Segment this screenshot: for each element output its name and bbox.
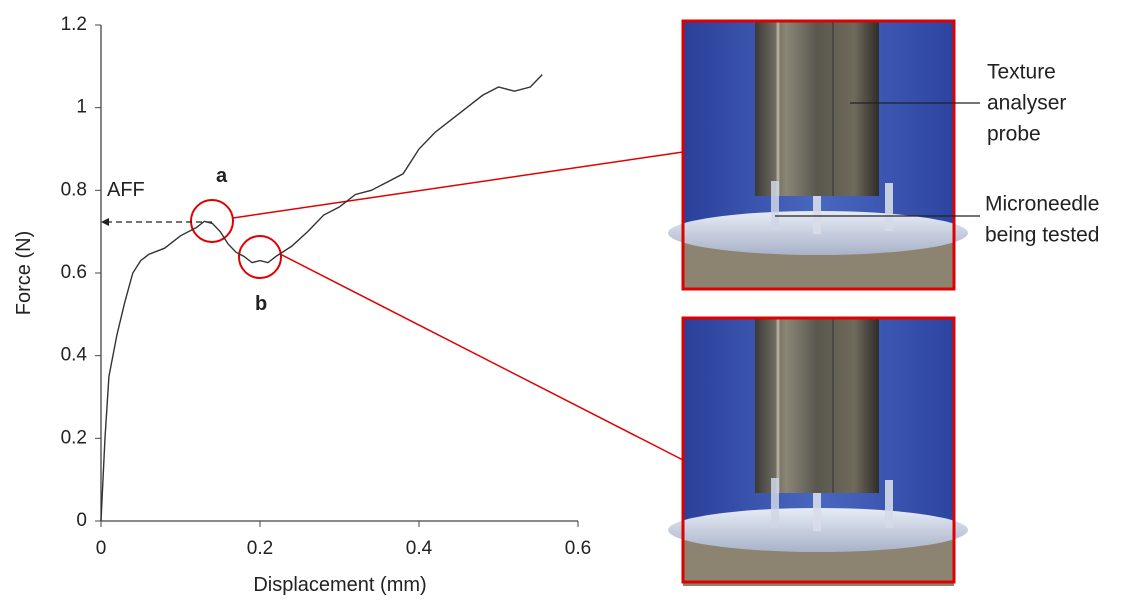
y-tick-label: 0	[76, 510, 87, 531]
callout-label: probe	[987, 123, 1041, 146]
annotation: b	[255, 293, 267, 315]
y-tick-label: 0.4	[61, 345, 88, 366]
callout-label: analyser	[987, 92, 1066, 115]
y-tick-label: 0.2	[61, 427, 87, 448]
annotation: a	[216, 165, 228, 187]
callout-label: Texture	[987, 61, 1056, 84]
connector	[233, 152, 683, 218]
photo-bottom	[668, 318, 968, 586]
y-tick-label: 1	[76, 97, 87, 118]
x-tick-label: 0.4	[406, 538, 433, 559]
photo-top	[668, 21, 968, 289]
y-tick-label: 0.8	[61, 179, 87, 200]
data-line	[101, 75, 542, 521]
y-tick-label: 0.6	[61, 262, 87, 283]
chart: AFF a b Displacement (mm) Force (N) 0 0.2…	[0, 0, 1142, 601]
annotation: AFF	[107, 179, 145, 201]
x-axis-title: Displacement (mm)	[253, 574, 426, 596]
x-tick-label: 0	[96, 538, 107, 559]
highlight-a	[191, 200, 233, 242]
y-axis-title: Force (N)	[13, 231, 35, 315]
x-tick-label: 0.6	[565, 538, 591, 559]
callout-label: being tested	[985, 224, 1099, 247]
y-tick-label: 1.2	[61, 14, 87, 35]
page: {"chart_data": {"type": "line", "x_label…	[0, 0, 1142, 601]
callout-label: Microneedle	[985, 193, 1099, 216]
x-tick-label: 0.2	[247, 538, 273, 559]
connector	[280, 254, 683, 460]
aff-arrowhead	[101, 218, 109, 226]
